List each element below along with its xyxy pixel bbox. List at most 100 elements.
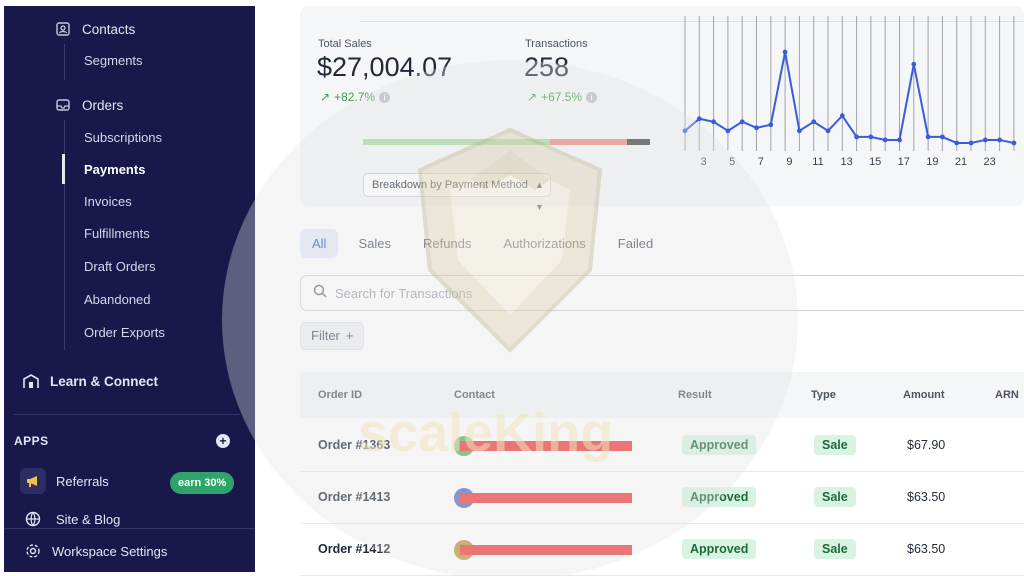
transactions-value: 258 xyxy=(524,52,570,82)
x-tick-label: 9 xyxy=(786,156,792,168)
sidebar-item-payments[interactable]: Payments xyxy=(84,162,146,177)
sidebar-item-contacts[interactable]: Contacts xyxy=(54,20,135,38)
data-point xyxy=(782,49,788,55)
sidebar-item-referrals[interactable]: Referrals xyxy=(20,468,109,494)
sidebar-item-order-exports[interactable]: Order Exports xyxy=(84,325,165,340)
table-header: Order ID Contact Result Type Amount ARN xyxy=(300,372,1024,418)
column-type[interactable]: Type xyxy=(811,389,836,401)
sidebar-item-label: Referrals xyxy=(56,473,109,489)
data-point xyxy=(754,125,759,131)
order-id[interactable]: Order #1412 xyxy=(318,542,391,556)
sidebar-item-abandoned[interactable]: Abandoned xyxy=(84,292,151,307)
redaction-bar xyxy=(460,441,632,451)
column-contact[interactable]: Contact xyxy=(454,389,495,401)
breakdown-select[interactable]: Breakdown by Payment Method ▲ ▼ xyxy=(363,173,551,212)
building-icon xyxy=(22,372,40,390)
plus-icon: + xyxy=(345,328,354,343)
workspace-settings-button[interactable]: Workspace Settings xyxy=(24,542,167,560)
tab-failed[interactable]: Failed xyxy=(617,236,654,251)
apps-heading: APPS xyxy=(14,434,49,448)
sidebar-item-invoices[interactable]: Invoices xyxy=(84,194,132,209)
x-tick-label: 23 xyxy=(983,156,995,168)
workspace-settings-label: Workspace Settings xyxy=(52,543,168,559)
x-tick-label: 3 xyxy=(701,156,707,168)
x-tick-label: 13 xyxy=(840,156,852,168)
data-point xyxy=(839,113,845,119)
x-tick-label: 19 xyxy=(926,156,938,168)
amount: $63.50 xyxy=(907,542,946,556)
tab-all[interactable]: All xyxy=(300,229,339,258)
type-badge: Sale xyxy=(814,539,856,559)
breakdown-label: Breakdown by Payment Method xyxy=(372,179,528,191)
column-result[interactable]: Result xyxy=(678,389,712,401)
search-bar xyxy=(300,275,1024,311)
data-point xyxy=(739,119,745,125)
table-row[interactable]: Order #1413 Approved Sale $63.50 xyxy=(300,472,1024,524)
earn-badge[interactable]: earn 30% xyxy=(170,472,235,494)
bar-segment-dark xyxy=(627,139,650,145)
arrow-up-right-icon: ↗ xyxy=(320,90,331,104)
sidebar-item-label: Site & Blog xyxy=(56,511,121,527)
sales-line-chart: 3 5 7 9 11 13 15 17 19 21 23 xyxy=(682,16,1017,168)
data-point xyxy=(911,61,917,67)
data-point xyxy=(711,119,716,125)
tree-line xyxy=(64,44,65,80)
sidebar-item-label: Contacts xyxy=(82,21,136,37)
order-id[interactable]: Order #1413 xyxy=(318,490,391,504)
sidebar-item-segments[interactable]: Segments xyxy=(84,53,143,68)
total-sales-label: Total Sales xyxy=(318,38,372,50)
sidebar-item-learn-connect[interactable]: Learn & Connect xyxy=(22,372,158,390)
column-amount[interactable]: Amount xyxy=(903,389,945,401)
x-tick-label: 7 xyxy=(758,156,764,168)
sidebar-item-draft-orders[interactable]: Draft Orders xyxy=(84,259,156,274)
divider xyxy=(14,414,240,415)
sidebar-item-orders[interactable]: Orders xyxy=(54,96,123,114)
info-icon[interactable]: i xyxy=(586,91,598,103)
transaction-tabs: All Sales Refunds Authorizations Failed xyxy=(300,229,665,258)
result-badge: Approved xyxy=(682,487,757,507)
sidebar-item-fulfillments[interactable]: Fulfillments xyxy=(84,226,150,241)
redaction-bar xyxy=(460,493,632,503)
active-indicator xyxy=(62,154,65,184)
data-point xyxy=(768,122,774,128)
data-point xyxy=(1011,140,1017,146)
x-tick-label: 5 xyxy=(729,156,735,168)
tab-sales[interactable]: Sales xyxy=(358,236,391,251)
tab-refunds[interactable]: Refunds xyxy=(422,236,472,251)
column-order-id[interactable]: Order ID xyxy=(318,389,363,401)
sidebar-item-label: Learn & Connect xyxy=(50,373,159,389)
change-value: +67.5% xyxy=(541,90,583,104)
filter-label: Filter xyxy=(311,328,340,343)
table-row[interactable]: Order #1412 Approved Sale $63.50 xyxy=(300,524,1024,576)
table-row[interactable]: Order #1363 Approved Sale $67.90 xyxy=(300,420,1024,472)
column-arn[interactable]: ARN xyxy=(995,389,1019,401)
type-badge: Sale xyxy=(814,487,856,507)
tab-authorizations[interactable]: Authorizations xyxy=(503,236,586,251)
total-sales-change: ↗ +82.7% i xyxy=(320,90,391,104)
info-icon[interactable]: i xyxy=(379,91,391,103)
search-icon xyxy=(313,284,327,303)
total-sales-value: $27,004.07 xyxy=(317,52,453,82)
sidebar: Contacts Segments Orders Subscriptions P… xyxy=(4,6,255,572)
gear-icon xyxy=(24,542,42,560)
data-point xyxy=(925,134,931,140)
data-point xyxy=(968,140,974,146)
data-point xyxy=(868,134,874,140)
x-tick-label: 21 xyxy=(955,156,967,168)
sidebar-item-subscriptions[interactable]: Subscriptions xyxy=(84,130,163,145)
stats-card: Total Sales $27,004.07 ↗ +82.7% i Transa… xyxy=(300,6,1024,212)
divider xyxy=(4,528,255,529)
data-point xyxy=(854,134,859,140)
data-point xyxy=(797,128,802,134)
filter-button[interactable]: Filter + xyxy=(300,322,365,350)
data-point xyxy=(696,116,702,122)
globe-icon xyxy=(20,506,46,532)
main-content: Total Sales $27,004.07 ↗ +82.7% i Transa… xyxy=(255,0,1024,576)
order-id[interactable]: Order #1363 xyxy=(318,438,391,452)
add-app-icon[interactable]: + xyxy=(216,434,230,448)
tree-line xyxy=(64,120,65,350)
search-input[interactable] xyxy=(335,285,935,301)
amount: $63.50 xyxy=(907,490,946,504)
data-point xyxy=(725,128,731,134)
sidebar-item-site-blog[interactable]: Site & Blog xyxy=(20,506,120,532)
